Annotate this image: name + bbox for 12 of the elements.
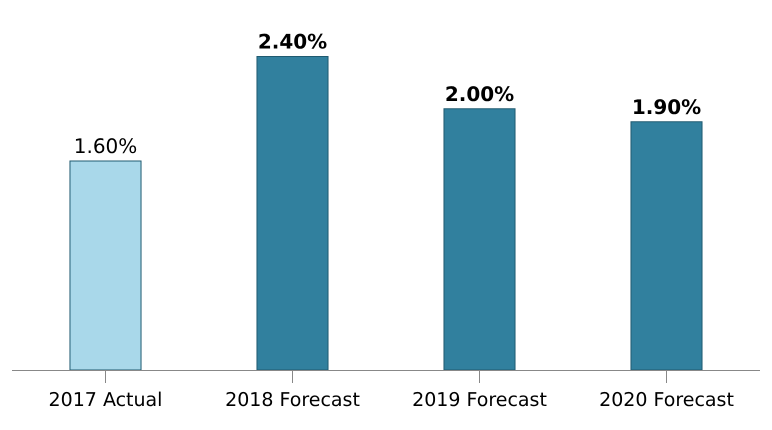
bar bbox=[69, 160, 142, 370]
data-label: 2.00% bbox=[444, 82, 514, 106]
data-label: 2.40% bbox=[258, 30, 328, 54]
bar bbox=[443, 108, 516, 370]
x-tick-label: 2020 Forecast bbox=[599, 388, 734, 411]
data-label: 1.90% bbox=[632, 94, 702, 119]
x-tick-label: 2018 Forecast bbox=[225, 388, 360, 411]
bar bbox=[630, 121, 703, 370]
bar bbox=[256, 56, 329, 370]
x-tick-label: 2019 Forecast bbox=[412, 388, 547, 411]
x-tick-label: 2017 Actual bbox=[48, 388, 162, 411]
data-label: 1.60% bbox=[74, 134, 138, 158]
